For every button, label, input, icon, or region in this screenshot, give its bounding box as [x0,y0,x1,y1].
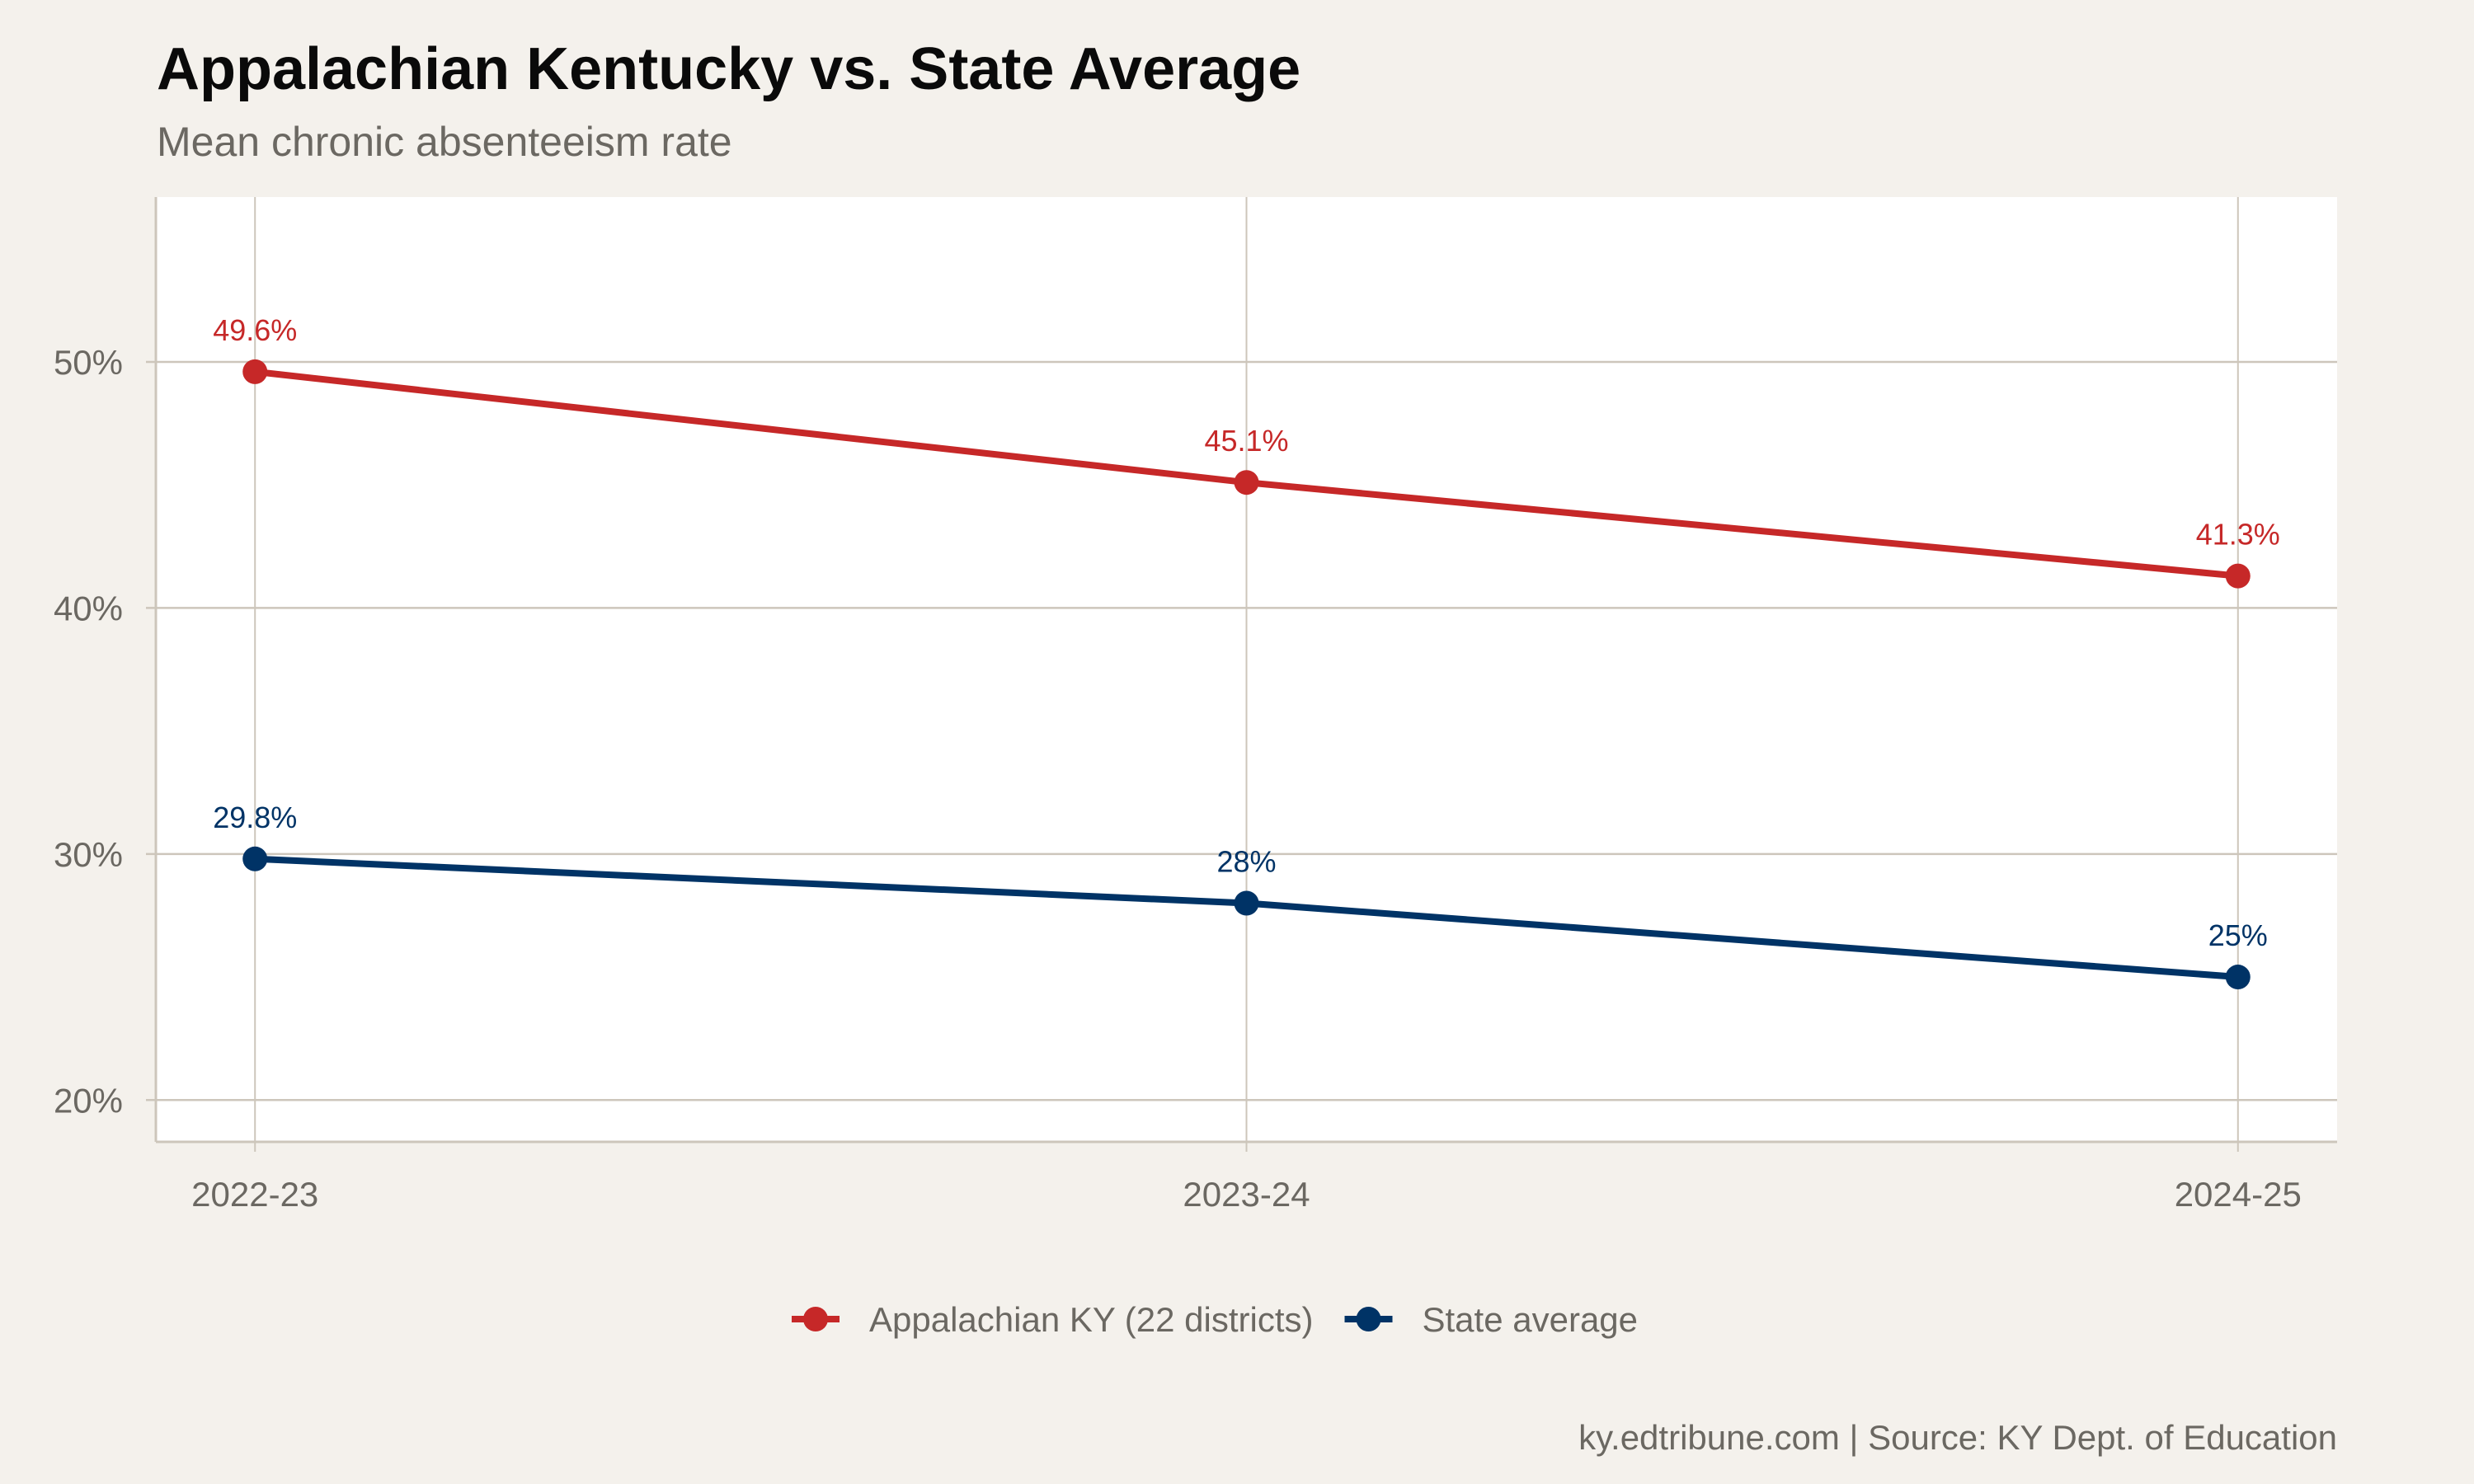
data-label: 41.3% [2196,518,2280,552]
x-tick-label: 2022-23 [191,1175,318,1214]
chart-title: Appalachian Kentucky vs. State Average [157,36,1300,102]
y-tick-label: 50% [54,343,123,382]
data-point [2225,563,2251,589]
y-tick-label: 30% [54,835,123,874]
data-label: 45.1% [1204,424,1288,458]
legend-label: Appalachian KY (22 districts) [869,1300,1314,1339]
data-label: 25% [2208,918,2268,952]
data-label: 49.6% [213,313,297,347]
data-point [1234,890,1259,916]
legend-key-point [1356,1307,1381,1331]
legend-key-point [803,1307,828,1331]
grid [146,197,2337,1152]
axes: 20% 30% 40% 50% 2022-23 2023-24 2024-25 [54,197,2337,1214]
x-tick-label: 2024-25 [2175,1175,2302,1214]
data-label: 29.8% [213,801,297,834]
data-point [242,846,268,871]
data-point [2225,965,2251,990]
legend-label: State average [1423,1300,1639,1339]
y-tick-label: 40% [54,589,123,627]
data-point [242,359,268,384]
y-tick-label: 20% [54,1081,123,1120]
series-layer: 49.6% 45.1% 41.3% 29.8% 28% 25% [213,313,2280,990]
data-label: 28% [1216,845,1276,879]
chart-caption: ky.edtribune.com | Source: KY Dept. of E… [1578,1418,2337,1457]
x-tick-label: 2023-24 [1183,1175,1310,1214]
data-point [1234,470,1259,495]
legend: Appalachian KY (22 districts) State avera… [792,1300,1638,1339]
chart-subtitle: Mean chronic absenteeism rate [157,119,732,165]
